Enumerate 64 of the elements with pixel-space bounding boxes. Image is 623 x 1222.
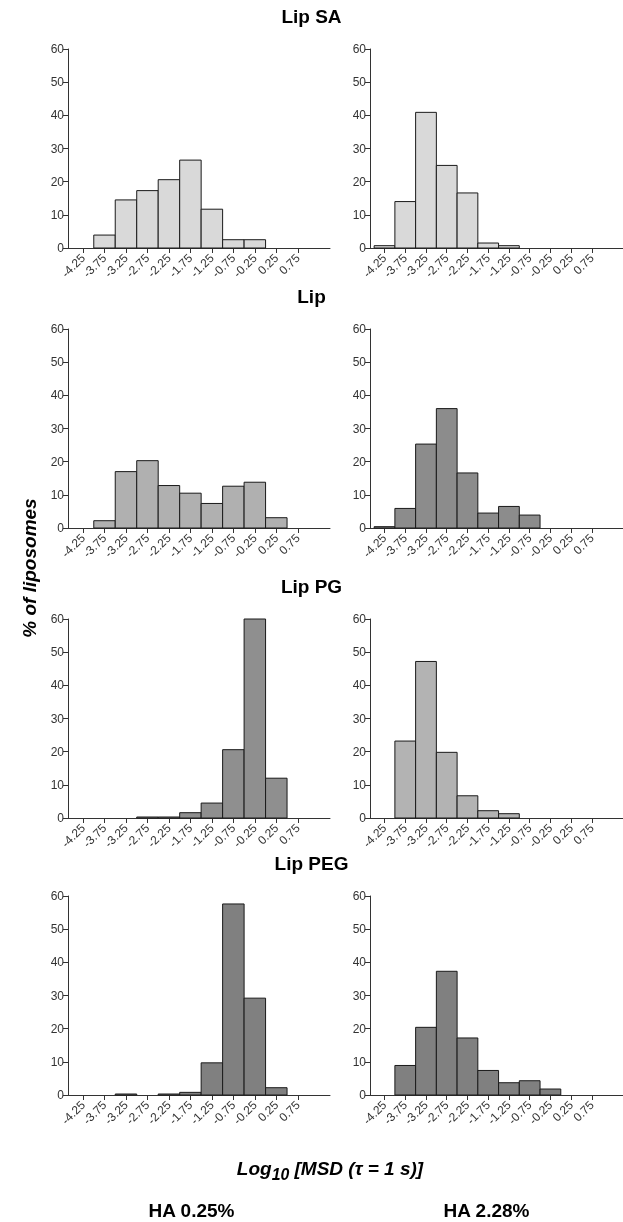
y-tick-label: 0 (359, 241, 367, 255)
y-tick-label: 10 (50, 487, 65, 502)
y-tick-label: 10 (352, 207, 367, 222)
y-tick-label: 60 (50, 322, 65, 336)
y-axis-title: % of liposomes (19, 498, 41, 638)
y-tick-label: 30 (352, 141, 367, 156)
y-tick-label: 30 (352, 711, 367, 726)
y-tick-label: 20 (352, 174, 367, 189)
y-tick-label: 0 (359, 521, 367, 535)
y-tick-label: 60 (352, 889, 367, 903)
y-tick-label: 40 (352, 955, 367, 970)
y-tick-label: 60 (352, 322, 367, 336)
y-tick-label: 50 (352, 645, 367, 660)
y-tick-label: 40 (50, 108, 65, 123)
y-tick-label: 0 (57, 241, 65, 255)
text: HA 0.25% (147, 1200, 236, 1222)
y-tick-label: 20 (352, 1021, 367, 1036)
y-tick-label: 30 (50, 141, 65, 156)
y-tick-label: 40 (50, 678, 65, 693)
y-tick-label: 0 (359, 1088, 367, 1102)
y-tick-label: 30 (50, 988, 65, 1003)
y-tick-label: 50 (50, 922, 65, 937)
x-axis-title: Log$_{10}$ [MSD (τ = 1 s)] (235, 1158, 425, 1184)
y-tick-label: 0 (57, 1088, 65, 1102)
y-tick-label: 10 (50, 1054, 65, 1069)
y-tick-label: 10 (352, 1054, 367, 1069)
chart-title: Lip SA (280, 6, 343, 28)
chart-title: Lip PEG (273, 853, 350, 875)
y-tick-label: 60 (50, 42, 65, 56)
y-tick-label: 20 (50, 1021, 65, 1036)
y-tick-label: 40 (50, 388, 65, 403)
y-tick-label: 40 (352, 388, 367, 403)
y-tick-label: 0 (359, 811, 367, 825)
y-tick-label: 60 (352, 612, 367, 626)
y-tick-label: 40 (50, 955, 65, 970)
y-tick-label: 20 (50, 454, 65, 469)
y-tick-label: 50 (352, 75, 367, 90)
y-tick-label: 20 (50, 744, 65, 759)
y-tick-label: 10 (50, 777, 65, 792)
y-tick-label: 20 (50, 174, 65, 189)
chart-title: Lip PG (280, 576, 343, 597)
text: HA 2.28% (442, 1200, 531, 1222)
y-tick-label: 50 (50, 355, 65, 370)
y-tick-label: 10 (50, 207, 65, 222)
y-tick-label: 50 (352, 355, 367, 370)
chart-title: Lip (296, 286, 327, 308)
y-tick-label: 20 (352, 454, 367, 469)
y-tick-label: 10 (352, 487, 367, 502)
y-tick-label: 50 (50, 645, 65, 660)
y-tick-label: 30 (50, 711, 65, 726)
y-tick-label: 0 (57, 811, 65, 825)
y-tick-label: 60 (50, 612, 65, 626)
y-tick-label: 0 (57, 521, 65, 535)
y-tick-label: 40 (352, 108, 367, 123)
y-tick-label: 50 (50, 75, 65, 90)
y-tick-label: 60 (352, 42, 367, 56)
y-tick-label: 30 (352, 988, 367, 1003)
y-tick-label: 30 (50, 421, 65, 436)
y-tick-label: 50 (352, 922, 367, 937)
y-tick-label: 40 (352, 678, 367, 693)
y-tick-label: 20 (352, 744, 367, 759)
y-tick-label: 10 (352, 777, 367, 792)
y-tick-label: 30 (352, 421, 367, 436)
y-tick-label: 60 (50, 889, 65, 903)
